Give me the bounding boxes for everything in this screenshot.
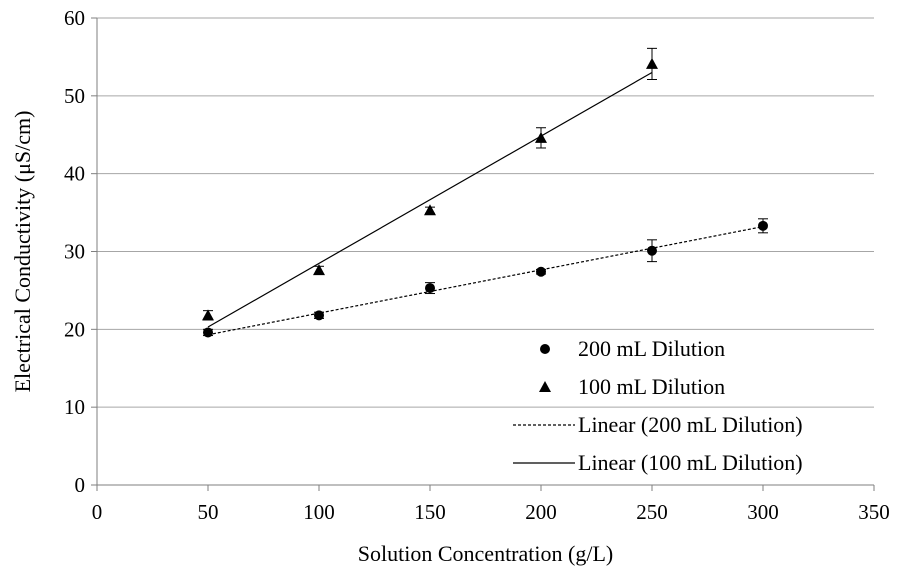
marker-circle <box>203 327 213 338</box>
y-tick-label: 20 <box>64 317 85 341</box>
legend-marker-circle <box>540 344 550 354</box>
marker-triangle <box>535 131 547 143</box>
marker-circle <box>758 220 768 231</box>
marker-circle <box>425 283 435 294</box>
data-points <box>202 47 768 338</box>
data-point-100ml <box>646 47 658 80</box>
y-tick-label: 60 <box>64 6 85 30</box>
legend-marker-triangle <box>539 381 551 392</box>
legend-label: 100 mL Dilution <box>578 374 725 399</box>
data-point-200ml <box>647 239 657 263</box>
trendlines <box>207 71 764 336</box>
x-tick-label: 250 <box>636 500 668 524</box>
tick-labels: 0 10 20 30 40 50 60 0 50 100 150 200 250 300 350 <box>64 6 890 524</box>
legend-item-linear-200ml: Linear (200 mL Dilution) <box>513 412 803 437</box>
y-tick-label: 40 <box>64 162 85 186</box>
legend-label: Linear (100 mL Dilution) <box>578 450 803 475</box>
data-point-200ml <box>536 266 546 277</box>
marker-triangle <box>646 57 658 69</box>
data-point-200ml <box>314 310 324 321</box>
legend-item-100ml: 100 mL Dilution <box>539 374 725 399</box>
data-point-100ml <box>313 264 325 276</box>
x-axis-title: Solution Concentration (g/L) <box>358 541 613 566</box>
x-tick-label: 150 <box>414 500 446 524</box>
marker-circle <box>536 266 546 277</box>
gridlines <box>97 17 874 408</box>
trendline-200ml <box>207 226 764 336</box>
data-point-100ml <box>202 309 214 321</box>
legend-label: Linear (200 mL Dilution) <box>578 412 803 437</box>
data-point-200ml <box>758 218 768 234</box>
data-point-100ml <box>424 204 436 216</box>
marker-circle <box>647 245 657 256</box>
marker-circle <box>314 310 324 321</box>
x-tick-label: 100 <box>303 500 335 524</box>
data-point-200ml <box>425 282 435 295</box>
marker-triangle <box>424 204 436 216</box>
x-tick-label: 200 <box>525 500 557 524</box>
y-tick-label: 50 <box>64 84 85 108</box>
marker-triangle <box>202 309 214 321</box>
legend-item-200ml: 200 mL Dilution <box>540 336 725 361</box>
data-point-200ml <box>203 327 213 338</box>
x-tick-label: 50 <box>198 500 219 524</box>
axes <box>91 17 875 491</box>
x-tick-label: 300 <box>747 500 779 524</box>
y-tick-label: 10 <box>64 395 85 419</box>
legend-label: 200 mL Dilution <box>578 336 725 361</box>
legend: 200 mL Dilution 100 mL Dilution Linear (20… <box>513 336 803 475</box>
y-tick-label: 30 <box>64 240 85 264</box>
x-tick-label: 0 <box>92 500 103 524</box>
legend-item-linear-100ml: Linear (100 mL Dilution) <box>513 450 803 475</box>
y-tick-label: 0 <box>75 473 86 497</box>
data-point-100ml <box>535 127 547 149</box>
x-tick-label: 350 <box>858 500 890 524</box>
marker-triangle <box>313 264 325 276</box>
trendline-100ml <box>207 71 653 328</box>
y-axis-title: Electrical Conductivity (μS/cm) <box>10 111 35 393</box>
